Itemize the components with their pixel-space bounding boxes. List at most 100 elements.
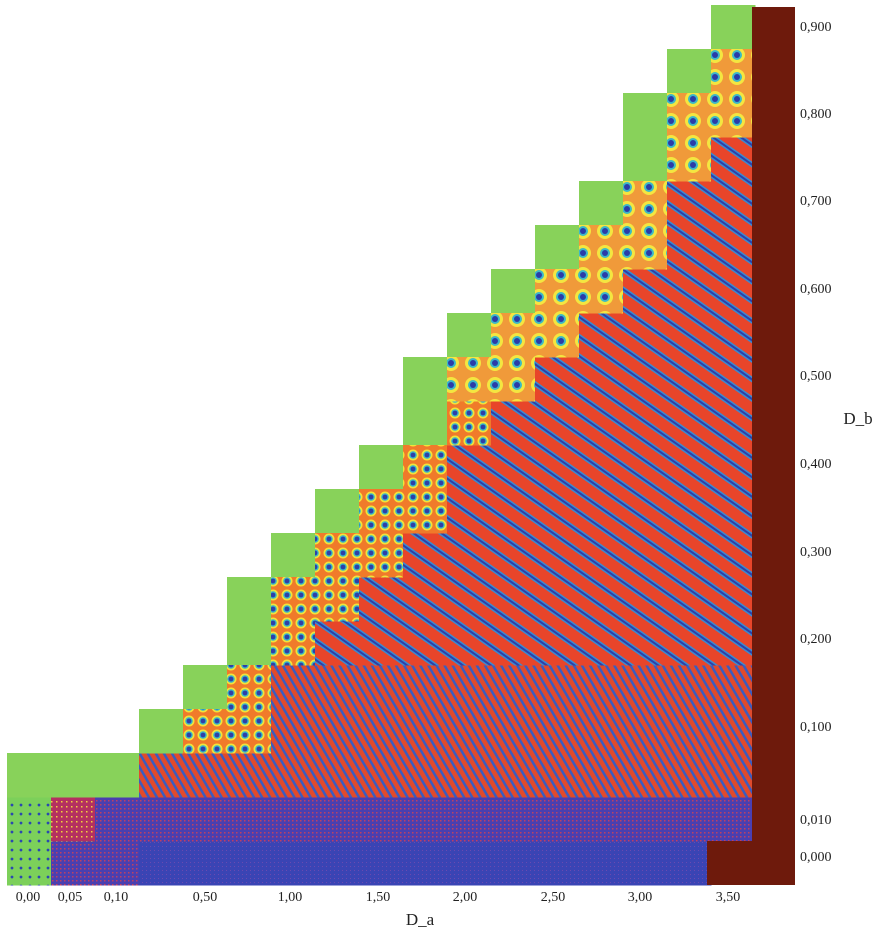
pattern-tile bbox=[579, 489, 624, 534]
pattern-tile bbox=[623, 577, 668, 622]
pattern-tile bbox=[491, 489, 536, 534]
pattern-tile bbox=[95, 841, 140, 886]
x-tick-label: 1,50 bbox=[366, 890, 391, 905]
pattern-tile bbox=[447, 533, 492, 578]
x-tick-label: 3,50 bbox=[716, 890, 741, 905]
pattern-tile bbox=[623, 445, 668, 490]
pattern-tile bbox=[623, 401, 668, 446]
pattern-tile bbox=[579, 401, 624, 446]
pattern-tile bbox=[579, 269, 624, 314]
x-tick-label: 0,00 bbox=[16, 890, 41, 905]
pattern-tile bbox=[491, 533, 536, 578]
pattern-tile bbox=[271, 577, 316, 622]
pattern-tile bbox=[711, 445, 756, 490]
pattern-tile bbox=[491, 445, 536, 490]
x-tick-label: 0,50 bbox=[193, 890, 218, 905]
pattern-tile bbox=[579, 225, 624, 270]
pattern-tile bbox=[535, 225, 580, 270]
pattern-tile bbox=[579, 357, 624, 402]
pattern-tile bbox=[403, 709, 448, 754]
pattern-tile bbox=[579, 577, 624, 622]
pattern-tile bbox=[667, 49, 712, 94]
pattern-tile bbox=[359, 797, 404, 842]
pattern-tile bbox=[359, 445, 404, 490]
pattern-tile bbox=[139, 753, 184, 798]
pattern-tile bbox=[403, 753, 448, 798]
pattern-tile bbox=[711, 49, 756, 94]
pattern-tile bbox=[623, 489, 668, 534]
x-tick-label: 3,00 bbox=[628, 890, 653, 905]
pattern-tile bbox=[227, 621, 272, 666]
pattern-tile bbox=[227, 841, 272, 886]
pattern-tile bbox=[271, 533, 316, 578]
pattern-tile bbox=[667, 225, 712, 270]
pattern-tile bbox=[579, 841, 624, 886]
pattern-tile bbox=[535, 313, 580, 358]
pattern-tile bbox=[7, 753, 52, 798]
pattern-tile bbox=[667, 181, 712, 226]
pattern-tile bbox=[579, 181, 624, 226]
pattern-tile bbox=[359, 841, 404, 886]
pattern-tile bbox=[491, 313, 536, 358]
pattern-tile bbox=[271, 753, 316, 798]
pattern-tile bbox=[447, 401, 492, 446]
pattern-tile bbox=[579, 753, 624, 798]
pattern-tile bbox=[711, 533, 756, 578]
pattern-tile bbox=[667, 357, 712, 402]
pattern-tile bbox=[623, 533, 668, 578]
pattern-tile bbox=[623, 753, 668, 798]
pattern-tile bbox=[667, 313, 712, 358]
pattern-tile bbox=[315, 621, 360, 666]
pattern-tile bbox=[447, 445, 492, 490]
pattern-tile bbox=[491, 709, 536, 754]
pattern-tile bbox=[491, 401, 536, 446]
y-tick-label: 0,600 bbox=[800, 282, 832, 297]
pattern-tile bbox=[403, 621, 448, 666]
pattern-tile bbox=[183, 841, 228, 886]
pattern-tile bbox=[623, 181, 668, 226]
pattern-tile bbox=[7, 841, 52, 886]
pattern-tile bbox=[315, 797, 360, 842]
x-tick-label: 1,00 bbox=[278, 890, 303, 905]
pattern-tile bbox=[711, 137, 756, 182]
pattern-tile bbox=[535, 445, 580, 490]
y-tick-label: 0,010 bbox=[800, 813, 832, 828]
pattern-tile bbox=[711, 225, 756, 270]
pattern-tile bbox=[623, 797, 668, 842]
pattern-tile bbox=[359, 577, 404, 622]
pattern-tile bbox=[403, 445, 448, 490]
pattern-tile bbox=[623, 93, 668, 138]
pattern-tile bbox=[667, 401, 712, 446]
pattern-tile bbox=[491, 841, 536, 886]
pattern-tile bbox=[403, 401, 448, 446]
y-tick-label: 0,500 bbox=[800, 369, 832, 384]
pattern-tile bbox=[403, 357, 448, 402]
pattern-tile bbox=[623, 709, 668, 754]
pattern-tile bbox=[315, 577, 360, 622]
y-tick-label: 0,700 bbox=[800, 194, 832, 209]
pattern-tile bbox=[403, 489, 448, 534]
pattern-tile bbox=[227, 797, 272, 842]
pattern-tile bbox=[51, 797, 96, 842]
pattern-tile bbox=[227, 665, 272, 710]
pattern-tile bbox=[579, 797, 624, 842]
pattern-tile bbox=[623, 137, 668, 182]
pattern-tile bbox=[315, 753, 360, 798]
pattern-tile bbox=[535, 621, 580, 666]
pattern-tile bbox=[623, 225, 668, 270]
pattern-tile bbox=[183, 753, 228, 798]
pattern-tile bbox=[403, 797, 448, 842]
x-tick-label: 0,05 bbox=[58, 890, 83, 905]
pattern-tile bbox=[447, 709, 492, 754]
pattern-tile bbox=[491, 797, 536, 842]
pattern-tile bbox=[183, 797, 228, 842]
pattern-tile bbox=[271, 709, 316, 754]
pattern-tile bbox=[711, 797, 756, 842]
pattern-tile bbox=[447, 753, 492, 798]
pattern-tile bbox=[667, 489, 712, 534]
pattern-tile bbox=[667, 269, 712, 314]
pattern-tile bbox=[51, 841, 96, 886]
pattern-tile bbox=[227, 577, 272, 622]
pattern-tile bbox=[447, 665, 492, 710]
y-tick-label: 0,200 bbox=[800, 632, 832, 647]
